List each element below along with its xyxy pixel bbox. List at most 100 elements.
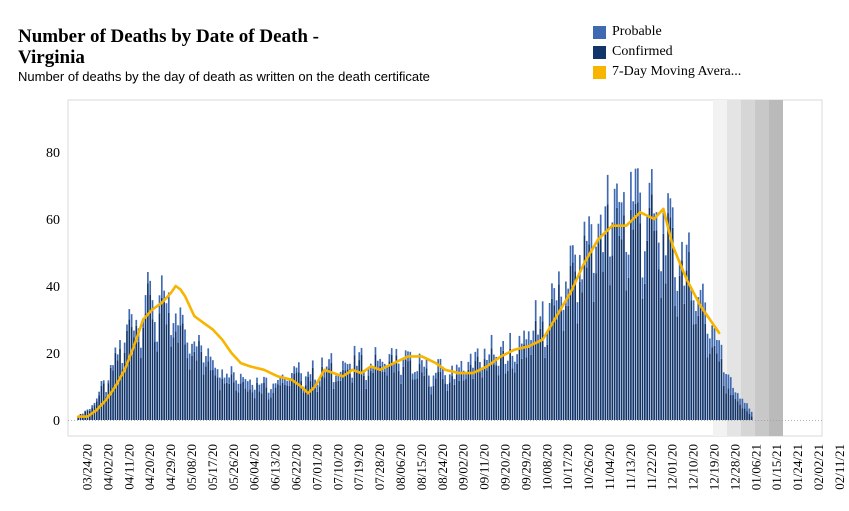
bar-confirmed — [671, 227, 674, 420]
bar-probable — [432, 375, 435, 386]
bar-confirmed — [293, 373, 296, 420]
bar-probable — [260, 383, 263, 394]
shaded-incomplete-band — [741, 100, 755, 436]
legend-item-confirmed[interactable]: Confirmed — [593, 42, 741, 62]
bar-confirmed — [434, 378, 437, 420]
bar-confirmed — [335, 381, 337, 420]
bar-confirmed — [748, 413, 751, 420]
bar-confirmed — [520, 358, 523, 420]
bar-confirmed — [720, 358, 723, 420]
bar-probable — [330, 353, 333, 364]
bar-probable — [144, 295, 147, 314]
bar-confirmed — [697, 315, 700, 420]
bar-probable — [184, 329, 186, 345]
bar-probable — [212, 360, 214, 370]
bar-confirmed — [179, 325, 182, 420]
bar-probable — [462, 370, 465, 381]
bar-probable — [165, 303, 168, 325]
bar-confirmed — [349, 373, 351, 420]
bar-probable — [648, 182, 651, 208]
x-tick-label: 04/11/20 — [121, 444, 136, 490]
chart-title: Number of Deaths by Date of Death - Virg… — [18, 26, 319, 68]
bar-probable — [488, 354, 491, 365]
bar-confirmed — [574, 271, 577, 420]
bar-probable — [720, 344, 723, 359]
bar-probable — [258, 384, 261, 392]
legend-swatch-probable — [593, 25, 606, 39]
bar-probable — [388, 354, 391, 362]
bar-confirmed — [451, 376, 453, 420]
bar-probable — [154, 322, 156, 342]
bar-confirmed — [272, 392, 275, 420]
bar-probable — [397, 363, 400, 372]
bar-confirmed — [367, 375, 370, 420]
bar-confirmed — [458, 380, 460, 420]
bar-probable — [390, 348, 393, 355]
bar-probable — [732, 387, 734, 396]
bar-confirmed — [223, 383, 226, 420]
bar-confirmed — [286, 385, 289, 420]
bar-confirmed — [407, 361, 409, 420]
bar-confirmed — [358, 360, 361, 420]
bar-probable — [235, 380, 237, 391]
bar-probable — [105, 392, 107, 397]
bar-probable — [309, 374, 312, 382]
bar-probable — [516, 354, 518, 364]
bar-confirmed — [244, 388, 247, 420]
bar-confirmed — [390, 354, 393, 420]
bar-confirmed — [421, 372, 423, 420]
x-tick-label: 05/08/20 — [184, 444, 199, 490]
bar-probable — [453, 379, 456, 385]
x-tick-label: 11/04/20 — [602, 444, 617, 490]
bar-confirmed — [277, 384, 279, 420]
bar-probable — [715, 340, 718, 354]
bar-probable — [167, 292, 170, 314]
bar-probable — [650, 169, 653, 195]
bar-probable — [425, 359, 428, 369]
bar-probable — [676, 290, 679, 317]
bar-confirmed — [602, 272, 604, 420]
bar-confirmed — [288, 385, 291, 420]
bar-confirmed — [662, 233, 665, 420]
bar-probable — [128, 309, 131, 320]
bar-probable — [523, 330, 525, 345]
bar-confirmed — [249, 389, 251, 420]
bar-probable — [109, 365, 112, 368]
bar-probable — [277, 379, 279, 385]
bar-confirmed — [311, 367, 314, 420]
bar-probable — [688, 232, 690, 253]
bar-confirmed — [609, 285, 611, 420]
bar-confirmed — [181, 323, 184, 420]
bar-probable — [576, 302, 579, 324]
bar-probable — [504, 363, 507, 374]
bar-confirmed — [569, 265, 572, 420]
x-tick-label: 12/01/20 — [665, 444, 680, 490]
shaded-incomplete-band — [727, 100, 741, 436]
bar-probable — [130, 314, 133, 328]
bar-confirmed — [590, 250, 593, 420]
bar-probable — [323, 369, 326, 378]
legend-item-probable[interactable]: Probable — [593, 22, 741, 42]
bar-confirmed — [558, 284, 560, 420]
bar-confirmed — [165, 324, 168, 420]
bar-probable — [441, 366, 444, 379]
bar-confirmed — [595, 273, 597, 420]
bar-probable — [678, 260, 681, 276]
bar-confirmed — [158, 313, 161, 420]
bar-confirmed — [228, 383, 230, 420]
legend-item-moving-average[interactable]: 7-Day Moving Avera... — [593, 62, 741, 82]
bar-confirmed — [170, 346, 172, 420]
bar-confirmed — [237, 392, 240, 420]
bar-confirmed — [578, 281, 581, 420]
bar-probable — [660, 271, 662, 298]
bar-confirmed — [739, 404, 741, 420]
bar-confirmed — [200, 351, 203, 420]
bar-probable — [219, 377, 221, 391]
bar-probable — [230, 366, 233, 375]
bar-confirmed — [555, 319, 558, 420]
bar-probable — [102, 380, 105, 384]
bar-probable — [423, 366, 426, 376]
bar-confirmed — [337, 380, 340, 420]
bar-confirmed — [432, 385, 435, 420]
bar-confirmed — [511, 368, 514, 420]
